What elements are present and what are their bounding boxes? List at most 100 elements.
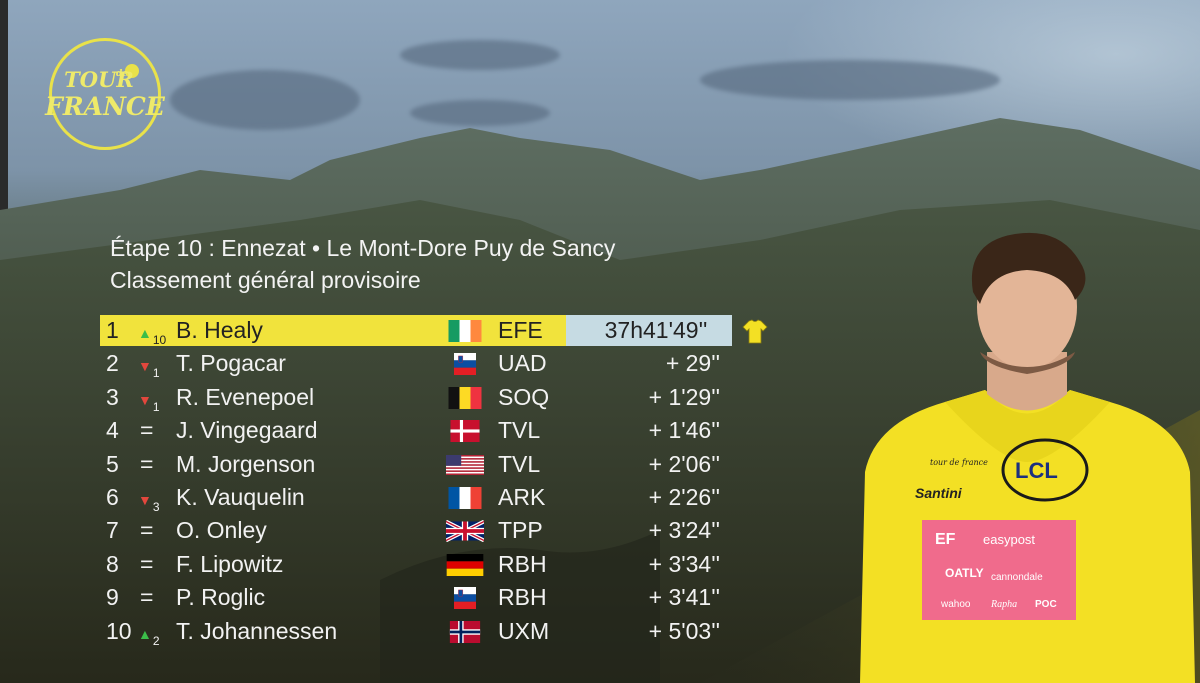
time-gap: + 1'46'' (648, 417, 720, 444)
logo-sun-dot (125, 64, 139, 78)
denmark-flag-icon (446, 420, 484, 443)
logo-de: de (115, 69, 128, 79)
rider-name: O. Onley (176, 517, 267, 544)
leader-highlight (100, 315, 566, 346)
arrow-down-icon: ▼ (138, 391, 152, 408)
standings-row: 3 ▼1 R. Evenepoel SOQ + 1'29'' (100, 381, 780, 414)
no-change-icon: = (140, 584, 154, 611)
norway-flag-icon (446, 620, 484, 643)
time-gap: + 2'26'' (648, 483, 720, 510)
yellow-jersey-icon (742, 318, 768, 350)
rank: 10 (106, 617, 132, 644)
logo-tour: TOUR (64, 67, 134, 92)
standings-row: 2 ▼1 T. Pogacar UAD + 29'' (100, 347, 780, 380)
team-code: TVL (498, 450, 541, 477)
time-gap: + 3'34'' (648, 550, 720, 577)
movement-indicator: ▼3 (138, 481, 168, 514)
rider-name: K. Vauquelin (176, 483, 305, 510)
time-gap: + 1'29'' (648, 383, 720, 410)
rank: 7 (106, 517, 119, 544)
team-code: EFE (498, 317, 543, 343)
jersey-oatly: OATLY (945, 566, 984, 580)
movement-indicator: ▲2 (138, 615, 168, 648)
arrow-up-icon: ▲ (138, 325, 152, 341)
rank: 6 (106, 483, 119, 510)
total-time: 37h41'49'' (604, 317, 708, 343)
movement-indicator: = (140, 581, 170, 614)
movement-indicator: = (140, 548, 170, 581)
standings-row: 1 ▲10 B. Healy EFE 37h41'49'' (100, 314, 780, 347)
standings-table: 1 ▲10 B. Healy EFE 37h41'49'' 2 ▼1 T. Pogacar UA… (100, 314, 780, 648)
rider-portrait: LCL Santini EF easypost OATLY cannondale… (860, 232, 1195, 683)
no-change-icon: = (140, 550, 154, 577)
jersey-wahoo: wahoo (940, 599, 971, 610)
jersey-ef: EF (935, 531, 956, 548)
rider-name: T. Pogacar (176, 350, 286, 377)
standings-row: 6 ▼3 K. Vauquelin ARK + 2'26'' (100, 481, 780, 514)
no-change-icon: = (140, 417, 154, 444)
jersey-tdf-logo: tour de france (930, 458, 988, 467)
rider-name: B. Healy (176, 317, 263, 343)
movement-indicator: ▼1 (138, 381, 168, 414)
movement-count: 10 (152, 333, 167, 347)
tour-de-france-logo: TOUR de FRANCE (45, 38, 165, 150)
rider-name: T. Johannessen (176, 617, 338, 644)
team-code: UAD (498, 350, 547, 377)
slovenia-flag-icon (446, 587, 484, 610)
movement-count: 3 (152, 499, 160, 514)
rider-name: J. Vingegaard (176, 417, 318, 444)
ireland-flag-icon (446, 320, 484, 342)
standings-row: 4 = J. Vingegaard TVL + 1'46'' (100, 414, 780, 447)
team-code: UXM (498, 617, 550, 644)
movement-indicator: = (140, 448, 170, 481)
rank: 3 (106, 383, 119, 410)
time-gap: + 2'06'' (648, 450, 720, 477)
rank: 5 (106, 450, 119, 477)
standings-row: 8 = F. Lipowitz RBH + 3'34'' (100, 548, 780, 581)
movement-indicator: = (140, 414, 170, 447)
team-code: RBH (498, 550, 547, 577)
cloud (170, 70, 360, 130)
time-gap: + 29'' (665, 350, 720, 377)
jersey-santini: Santini (915, 485, 963, 501)
team-code: SOQ (498, 383, 550, 410)
arrow-down-icon: ▼ (138, 491, 152, 508)
germany-flag-icon (446, 553, 484, 576)
movement-indicator: = (140, 514, 170, 547)
team-code: ARK (498, 483, 546, 510)
arrow-up-icon: ▲ (138, 625, 152, 642)
rider-name: R. Evenepoel (176, 383, 315, 410)
movement-count: 1 (152, 399, 160, 414)
rider-name: P. Roglic (176, 584, 266, 611)
standings-row: 7 = O. Onley TPP + 3'24'' (100, 514, 780, 547)
france-flag-icon (446, 486, 484, 509)
no-change-icon: = (140, 450, 154, 477)
uk-flag-icon (446, 520, 484, 543)
jersey-easypost: easypost (983, 532, 1035, 547)
logo-france: FRANCE (45, 92, 165, 121)
jersey-poc: POC (1035, 599, 1057, 610)
cloud (410, 100, 550, 126)
jersey-lcl: LCL (1015, 458, 1058, 483)
leader-time-highlight (566, 315, 732, 346)
classification-title: Classement général provisoire (110, 267, 421, 293)
jersey-cannondale: cannondale (991, 572, 1043, 583)
team-code: RBH (498, 584, 547, 611)
movement-count: 2 (152, 633, 160, 648)
rank: 2 (106, 350, 119, 377)
rank: 1 (106, 317, 119, 343)
stage-title: Étape 10 : Ennezat • Le Mont-Dore Puy de… (110, 235, 616, 261)
time-gap: + 5'03'' (648, 617, 720, 644)
movement-indicator: ▲10 (138, 314, 168, 347)
rank: 4 (106, 417, 119, 444)
cloud (400, 40, 560, 70)
movement-indicator: ▼1 (138, 347, 168, 380)
rank: 8 (106, 550, 119, 577)
standings-row: 9 = P. Roglic RBH + 3'41'' (100, 581, 780, 614)
team-code: TVL (498, 417, 541, 444)
belgium-flag-icon (446, 386, 484, 409)
rider-name: M. Jorgenson (176, 450, 316, 477)
time-gap: + 3'41'' (648, 584, 720, 611)
standings-row: 5 = M. Jorgenson TVL + 2'06'' (100, 448, 780, 481)
